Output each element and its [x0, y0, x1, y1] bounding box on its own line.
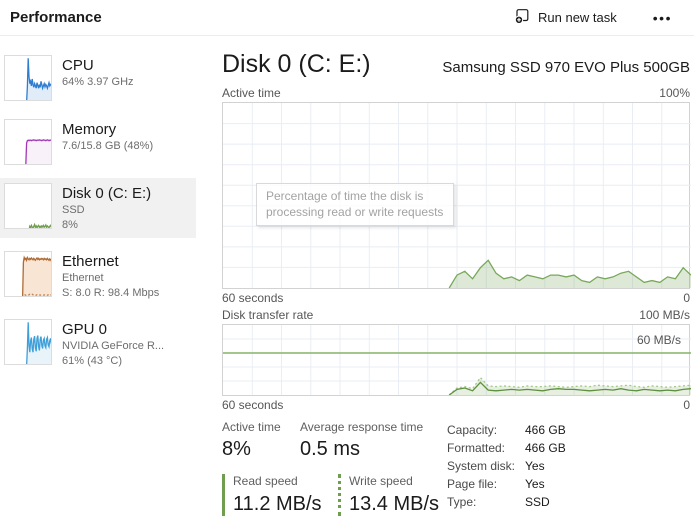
active-time-chart-label: Active time	[222, 86, 281, 100]
property-value: 466 GB	[525, 441, 566, 455]
property-label: Type:	[447, 495, 477, 509]
sidebar-item-stat: 61% (43 °C)	[62, 355, 123, 367]
sidebar-item-type: SSD	[62, 204, 85, 216]
active-time-chart-canvas	[223, 103, 691, 288]
property-label: Formatted:	[447, 441, 506, 455]
property-row: Type: SSD	[447, 493, 566, 511]
disk-mini-chart	[4, 183, 52, 229]
sidebar-item-title: Memory	[62, 121, 117, 138]
new-task-icon	[514, 8, 530, 27]
write-speed-stat: Write speed 13.4 MB/s	[338, 474, 439, 516]
sidebar-item-stat: S: 8.0 R: 98.4 Mbps	[62, 287, 160, 299]
sidebar-item-title: Disk 0 (C: E:)	[62, 185, 152, 202]
transfer-rate-chart-max: 100 MB/s	[639, 308, 690, 322]
sidebar-item-stat: 64% 3.97 GHz	[62, 76, 134, 88]
performance-content: CPU 64% 3.97 GHz Memory 7.6/15.8 GB (48%…	[0, 36, 694, 516]
active-time-stat-value: 8%	[222, 438, 251, 460]
disk-title: Disk 0 (C: E:)	[222, 50, 371, 78]
read-speed-label: Read speed	[233, 474, 298, 488]
active-time-chart-max: 100%	[659, 86, 690, 100]
transfer-rate-chart-label: Disk transfer rate	[222, 308, 314, 322]
property-value: 466 GB	[525, 423, 566, 437]
sidebar-item-stat: 7.6/15.8 GB (48%)	[62, 140, 154, 152]
sidebar-item-type: Ethernet	[62, 272, 104, 284]
x-axis-left-label: 60 seconds	[222, 291, 284, 305]
property-row: Page file: Yes	[447, 475, 566, 493]
property-row: System disk: Yes	[447, 457, 566, 475]
property-value: SSD	[525, 495, 550, 509]
write-speed-label: Write speed	[349, 474, 413, 488]
disk-properties: Capacity: 466 GB Formatted: 466 GB Syste…	[447, 420, 566, 516]
property-value: Yes	[525, 459, 545, 473]
property-label: System disk:	[447, 459, 516, 473]
property-row: Capacity: 466 GB	[447, 421, 566, 439]
property-row: Formatted: 466 GB	[447, 439, 566, 457]
x-axis-right-label: 0	[683, 291, 690, 305]
disk-model: Samsung SSD 970 EVO Plus 500GB	[442, 59, 690, 76]
page-title: Performance	[10, 9, 102, 26]
sidebar-item-title: GPU 0	[62, 321, 108, 338]
sidebar-item-title: Ethernet	[62, 253, 119, 270]
ellipsis-icon: •••	[652, 9, 672, 26]
disk-statistics: Active time Average response time 8% 0.5…	[222, 420, 690, 516]
avg-response-stat-label: Average response time	[300, 420, 424, 434]
disk-detail-panel: Disk 0 (C: E:) Samsung SSD 970 EVO Plus …	[196, 36, 694, 516]
write-speed-value: 13.4 MB/s	[349, 493, 440, 515]
active-time-stat-label: Active time	[222, 420, 281, 434]
threshold-label: 60 MB/s	[636, 333, 681, 347]
cpu-mini-chart	[4, 55, 52, 101]
ethernet-mini-chart	[4, 251, 52, 297]
sidebar-item-title: CPU	[62, 57, 94, 74]
memory-mini-chart	[4, 119, 52, 165]
run-new-task-button[interactable]: Run new task	[508, 4, 623, 31]
read-speed-stat: Read speed 11.2 MB/s	[222, 474, 338, 516]
sidebar-item-gpu0[interactable]: GPU 0 NVIDIA GeForce R... 61% (43 °C)	[0, 314, 196, 374]
active-time-chart[interactable]: Percentage of time the disk is processin…	[222, 102, 691, 289]
avg-response-stat-value: 0.5 ms	[300, 438, 361, 460]
title-bar: Performance Run new task •••	[0, 0, 694, 36]
x-axis-left-label: 60 seconds	[222, 398, 284, 412]
property-value: Yes	[525, 477, 545, 491]
sidebar-item-stat: 8%	[62, 219, 78, 231]
more-options-button[interactable]: •••	[645, 9, 680, 27]
gpu-mini-chart	[4, 319, 52, 365]
sidebar-item-memory[interactable]: Memory 7.6/15.8 GB (48%)	[0, 114, 196, 170]
sidebar-item-cpu[interactable]: CPU 64% 3.97 GHz	[0, 50, 196, 106]
disk-transfer-rate-chart[interactable]: 60 MB/s	[222, 324, 691, 396]
run-new-task-label: Run new task	[538, 10, 617, 25]
header-actions: Run new task •••	[508, 4, 680, 31]
sidebar-item-disk0[interactable]: Disk 0 (C: E:) SSD 8%	[0, 178, 196, 238]
sidebar-item-type: NVIDIA GeForce R...	[62, 340, 165, 352]
x-axis-right-label: 0	[683, 398, 690, 412]
chart-tooltip: Percentage of time the disk is processin…	[256, 183, 454, 226]
transfer-rate-chart-canvas	[223, 325, 691, 395]
property-label: Page file:	[447, 477, 498, 491]
sidebar-item-ethernet[interactable]: Ethernet Ethernet S: 8.0 R: 98.4 Mbps	[0, 246, 196, 306]
read-speed-value: 11.2 MB/s	[233, 493, 322, 515]
property-label: Capacity:	[447, 423, 498, 437]
performance-sidebar: CPU 64% 3.97 GHz Memory 7.6/15.8 GB (48%…	[0, 36, 196, 516]
